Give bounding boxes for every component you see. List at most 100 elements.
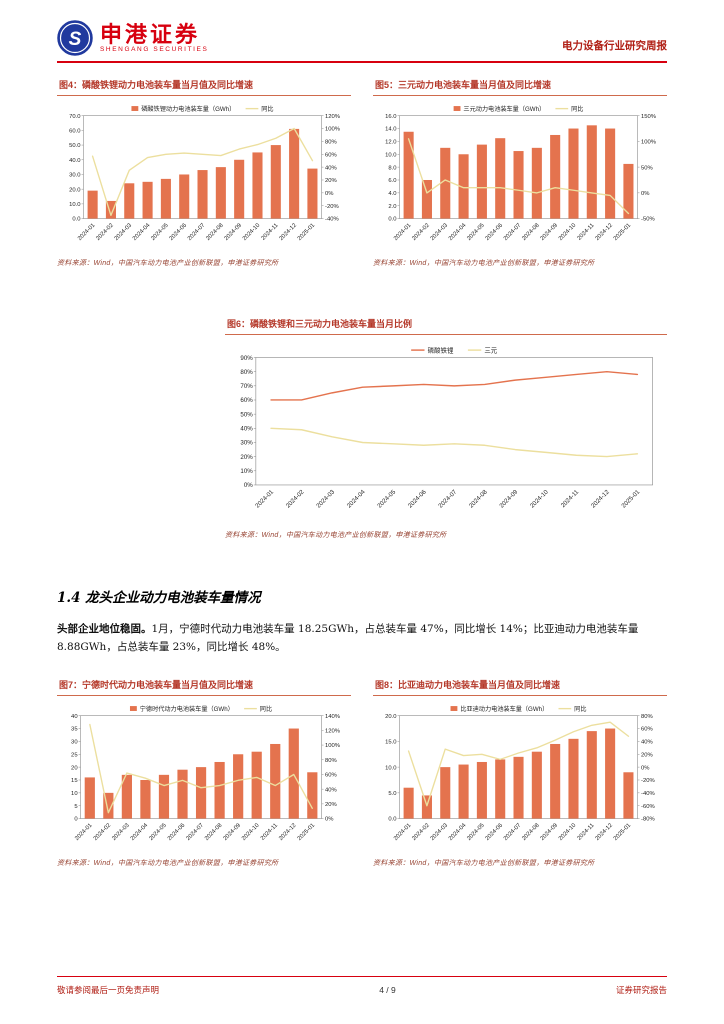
svg-text:2024-04: 2024-04 [132,222,152,242]
figure-4-chart: 0.0 10.0 20.0 30.0 40.0 50.0 60.0 70.0 -40% -20% 0… [57,100,351,252]
svg-text:2024-01: 2024-01 [254,488,275,509]
svg-text:16.0: 16.0 [385,114,397,120]
svg-text:同比: 同比 [261,105,273,113]
svg-text:6.0: 6.0 [388,178,397,184]
svg-text:100%: 100% [325,743,340,749]
svg-text:90%: 90% [240,355,253,362]
figures-row-2: 图7：宁德时代动力电池装车量当月值及同比增速 0 5 10 15 20 25 30 35 40 0… [57,675,667,868]
svg-text:-20%: -20% [641,778,655,784]
svg-text:2024-04: 2024-04 [346,488,367,509]
svg-text:比亚迪动力电池装车量（GWh）: 比亚迪动力电池装车量（GWh） [460,704,548,712]
figure-5-title: 图5：三元动力电池装车量当月值及同比增速 [373,75,667,96]
brand-name-cn: 申港证券 [100,21,201,47]
svg-text:2024-06: 2024-06 [167,822,186,841]
svg-text:60.0: 60.0 [69,129,81,135]
report-type-label: 电力设备行业研究周报 [562,40,667,52]
svg-text:2024-01: 2024-01 [393,822,412,841]
figure-4: 图4：磷酸铁锂动力电池装车量当月值及同比增速 0.0 10.0 20.0 30.0 40… [57,75,351,268]
svg-text:2024-06: 2024-06 [485,223,504,242]
figure-7: 图7：宁德时代动力电池装车量当月值及同比增速 0 5 10 15 20 25 30 35 40 0… [57,675,351,868]
svg-text:S: S [69,29,82,50]
svg-text:-40%: -40% [325,217,339,223]
svg-text:2024-10: 2024-10 [242,222,262,242]
svg-text:2024-03: 2024-03 [430,822,449,841]
svg-text:20: 20 [71,765,78,771]
svg-text:2024-05: 2024-05 [466,222,486,242]
svg-text:60%: 60% [641,726,653,732]
svg-text:2024-03: 2024-03 [114,223,133,242]
svg-text:2024-08: 2024-08 [204,822,223,841]
figure-4-title: 图4：磷酸铁锂动力电池装车量当月值及同比增速 [57,75,351,96]
svg-text:同比: 同比 [571,105,583,113]
svg-text:20%: 20% [641,752,653,758]
figure-7-title: 图7：宁德时代动力电池装车量当月值及同比增速 [57,675,351,696]
svg-text:20%: 20% [240,454,253,461]
figures-row-1: 图4：磷酸铁锂动力电池装车量当月值及同比增速 0.0 10.0 20.0 30.0 40… [57,75,667,268]
svg-text:40%: 40% [240,425,253,432]
svg-text:-80%: -80% [641,816,655,822]
svg-text:2024-10: 2024-10 [558,222,578,242]
svg-text:2024-02: 2024-02 [93,822,112,841]
svg-text:2024-10: 2024-10 [558,822,578,842]
svg-text:2024-08: 2024-08 [205,223,224,242]
svg-text:40%: 40% [641,739,653,745]
svg-text:10.0: 10.0 [69,202,81,208]
page-header: S 申港证券 SHENGANG SECURITIES 电力设备行业研究周报 [57,20,667,56]
svg-text:0.0: 0.0 [388,816,397,822]
svg-text:2024-08: 2024-08 [468,488,489,509]
svg-text:2024-06: 2024-06 [169,223,188,242]
svg-text:2024-02: 2024-02 [285,488,306,509]
footer-disclaimer: 敬请参阅最后一页免责声明 [57,985,160,995]
paragraph-lead: 头部企业地位稳固。 [57,622,152,635]
svg-text:2024-10: 2024-10 [241,822,261,842]
svg-text:2024-01: 2024-01 [393,223,412,242]
page-footer: 敬请参阅最后一页免责声明 4 / 9 证券研究报告 [57,976,667,996]
svg-text:0: 0 [74,816,78,822]
svg-text:50.0: 50.0 [69,143,81,149]
svg-text:15.0: 15.0 [385,739,397,745]
header-rule [57,61,667,63]
svg-text:-40%: -40% [641,791,655,797]
figure-7-chart: 0 5 10 15 20 25 30 35 40 0% 20% 40% 60% 80% 100% 120% 14… [57,700,351,852]
svg-text:0%: 0% [641,191,649,197]
svg-text:2024-08: 2024-08 [521,822,540,841]
svg-text:0%: 0% [325,816,333,822]
svg-text:2024-12: 2024-12 [590,488,611,509]
svg-text:2024-07: 2024-07 [437,488,458,509]
svg-text:30%: 30% [240,440,253,447]
figure-6-title: 图6：磷酸铁锂和三元动力电池装车量当月比例 [225,314,667,335]
svg-text:50%: 50% [641,165,653,171]
svg-text:120%: 120% [325,728,340,734]
svg-text:2024-05: 2024-05 [150,222,170,242]
figure-8-chart: 0.0 5.0 10.0 15.0 20.0 -80% -60% -40% -20% 0% 20% 4… [373,700,667,852]
svg-text:2024-11: 2024-11 [260,822,279,841]
svg-text:40.0: 40.0 [69,158,81,164]
svg-text:2024-12: 2024-12 [278,822,297,841]
svg-text:80%: 80% [325,758,337,764]
svg-text:2024-11: 2024-11 [577,822,596,841]
figure-5-source: 资料来源：Wind，中国汽车动力电池产业创新联盟，申港证券研究所 [373,259,595,267]
svg-text:100%: 100% [325,127,340,133]
svg-text:2025-01: 2025-01 [613,223,632,242]
svg-text:0%: 0% [325,191,333,197]
svg-text:2024-11: 2024-11 [560,488,581,509]
svg-text:5: 5 [74,804,78,810]
svg-text:20%: 20% [325,802,337,808]
figure-6-source: 资料来源：Wind，中国汽车动力电池产业创新联盟，申港证券研究所 [225,531,447,539]
svg-text:2024-02: 2024-02 [411,822,430,841]
svg-text:80%: 80% [325,140,337,146]
svg-text:10.0: 10.0 [385,152,397,158]
svg-text:10.0: 10.0 [385,765,397,771]
svg-text:80%: 80% [641,713,653,719]
svg-text:35: 35 [71,726,78,732]
svg-text:三元动力电池装车量（GWh）: 三元动力电池装车量（GWh） [463,105,545,113]
svg-text:宁德时代动力电池装车量（GWh）: 宁德时代动力电池装车量（GWh） [140,704,234,712]
brand-text: 申港证券 SHENGANG SECURITIES [100,23,208,53]
brand-name-en: SHENGANG SECURITIES [100,46,209,54]
svg-text:2024-05: 2024-05 [148,822,168,842]
svg-text:2024-03: 2024-03 [111,822,130,841]
svg-text:2024-08: 2024-08 [521,223,540,242]
svg-text:2024-06: 2024-06 [485,822,504,841]
svg-text:2025-01: 2025-01 [297,223,316,242]
figure-8-title: 图8：比亚迪动力电池装车量当月值及同比增速 [373,675,667,696]
